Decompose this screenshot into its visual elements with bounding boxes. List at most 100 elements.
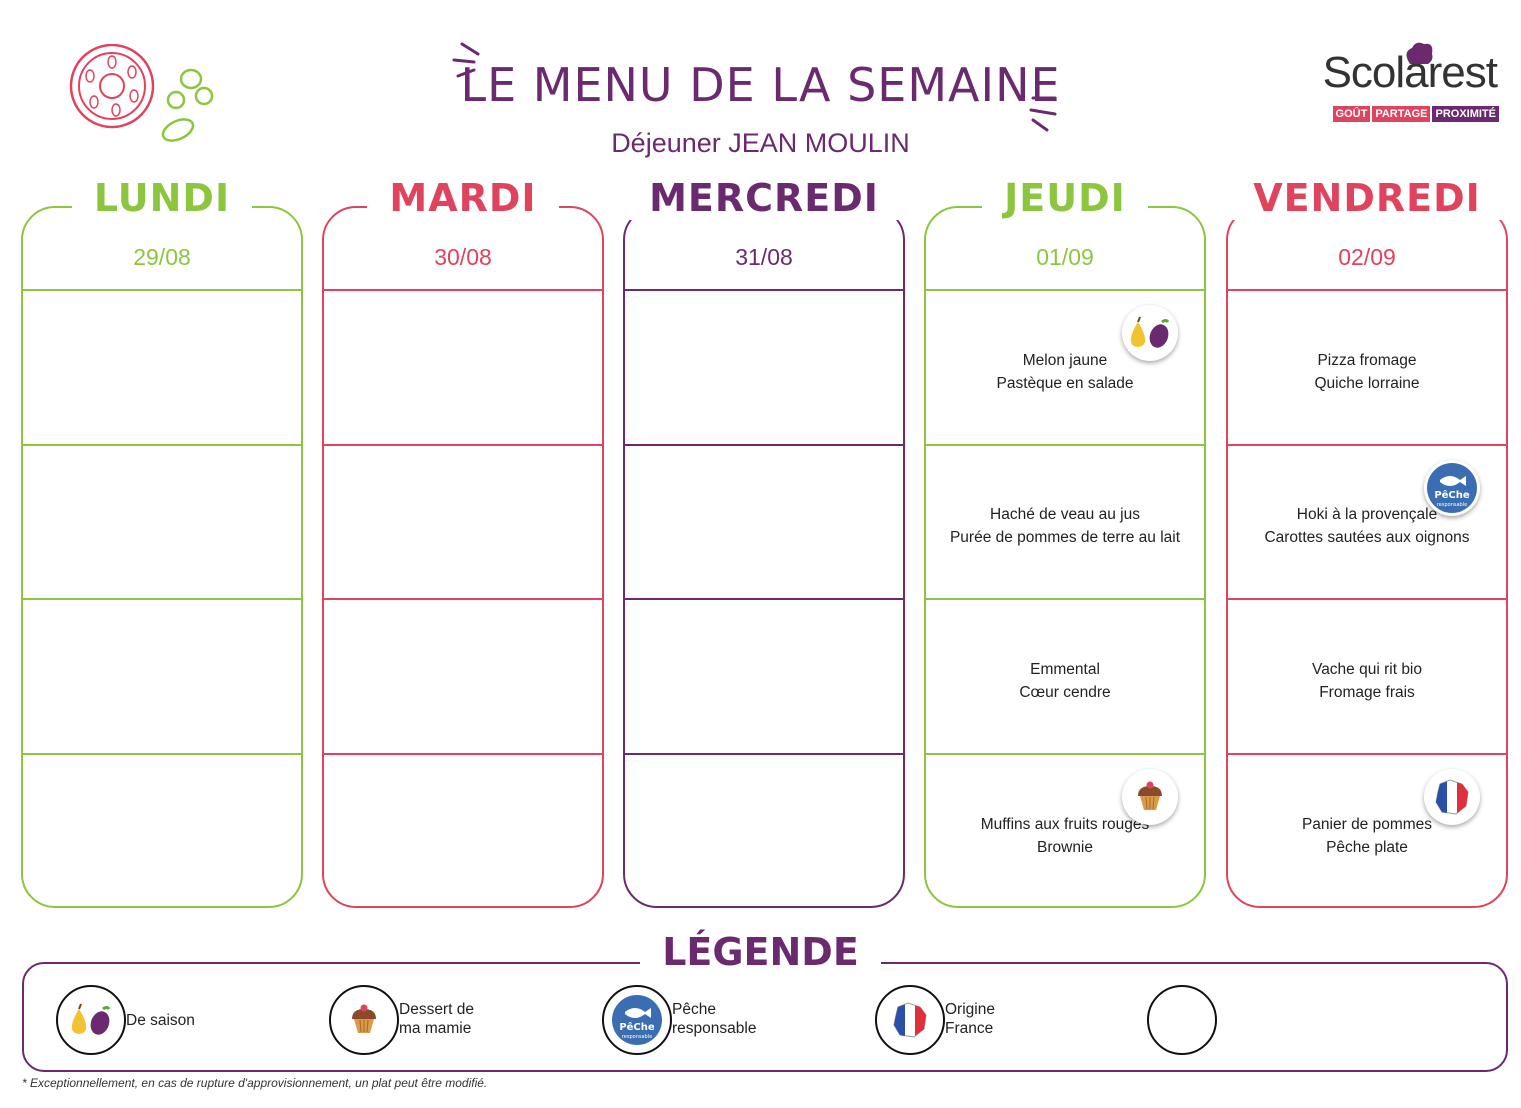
menu-cell xyxy=(625,299,903,444)
row-divider xyxy=(625,598,903,600)
dish-name: Emmental xyxy=(1030,660,1100,678)
tomato-illustration-icon xyxy=(66,43,216,149)
day-column-vendredi: VENDREDI 02/09 Pizza fromage Quiche lorrain… xyxy=(1226,176,1508,908)
day-date: 29/08 xyxy=(133,244,191,270)
dish-name: Vache qui rit bio xyxy=(1312,660,1422,678)
fish-icon: PêChe responsable xyxy=(1424,460,1480,516)
menu-cell xyxy=(23,763,301,908)
svg-text:responsable: responsable xyxy=(1437,502,1467,508)
dish-name: Pastèque en salade xyxy=(996,374,1134,392)
legend-empty-icon xyxy=(1147,985,1217,1055)
row-divider xyxy=(324,598,602,600)
day-date: 02/09 xyxy=(1338,244,1396,270)
row-divider xyxy=(324,753,602,755)
dish-name: Fromage frais xyxy=(1319,683,1415,701)
legend-label: Pêche responsable xyxy=(672,1001,757,1037)
row-divider xyxy=(926,289,1204,291)
row-divider xyxy=(23,289,301,291)
footnote: * Exceptionnellement, en cas de rupture … xyxy=(22,1076,488,1090)
dish-name: Haché de veau au jus xyxy=(990,506,1140,523)
dish-name: Melon jaune xyxy=(1022,351,1108,369)
row-divider xyxy=(625,444,903,446)
page-subtitle: Déjeuner JEAN MOULIN xyxy=(611,128,910,158)
menu-cell xyxy=(324,454,602,598)
day-date: 01/09 xyxy=(1036,244,1094,270)
tagline-2: PARTAGE xyxy=(1372,106,1431,122)
legend-label: De saison xyxy=(126,1012,195,1029)
row-divider xyxy=(1228,598,1506,600)
row-divider xyxy=(926,753,1204,755)
day-name: JEUDI xyxy=(926,176,1204,220)
day-column-lundi: LUNDI 29/08 xyxy=(21,176,303,908)
tagline-1: GOÛT xyxy=(1332,106,1371,122)
svg-text:PêChe: PêChe xyxy=(619,1021,655,1033)
row-divider xyxy=(324,444,602,446)
legend-fish-icon: PêChe responsable xyxy=(602,985,672,1055)
legend-muffin-icon xyxy=(329,985,399,1055)
menu-cell: Hoki à la provençale Carottes sautées aux… xyxy=(1228,454,1506,598)
menu-cell: Emmental Cœur cendre xyxy=(926,608,1204,753)
logo-tagline: GOÛT PARTAGE PROXIMITÉ xyxy=(1331,106,1499,122)
menu-cell xyxy=(23,299,301,444)
france-flag-icon xyxy=(1424,769,1480,825)
svg-text:responsable: responsable xyxy=(622,1034,652,1040)
menu-cell xyxy=(625,608,903,753)
legend-france-flag-icon xyxy=(875,985,945,1055)
legend-title: LÉGENDE xyxy=(0,930,1521,974)
dish-name: Quiche lorraine xyxy=(1314,374,1420,392)
menu-cell: Pizza fromage Quiche lorraine xyxy=(1228,299,1506,444)
menu-cell xyxy=(625,454,903,598)
row-divider xyxy=(1228,444,1506,446)
day-column-mercredi: MERCREDI 31/08 xyxy=(623,176,905,908)
row-divider xyxy=(23,753,301,755)
dish-name: Panier de pommes xyxy=(1301,815,1433,833)
page-title: LE MENU DE LA SEMAINE xyxy=(460,58,1061,112)
season-icon xyxy=(1122,305,1178,361)
menu-cell: Vache qui rit bio Fromage frais xyxy=(1228,608,1506,753)
row-divider xyxy=(926,444,1204,446)
sparkle-right-icon xyxy=(1025,92,1065,139)
menu-cell xyxy=(324,608,602,753)
scolarest-logo: Scolarest xyxy=(1322,48,1498,97)
tagline-3: PROXIMITÉ xyxy=(1432,106,1499,122)
row-divider xyxy=(23,598,301,600)
row-divider xyxy=(625,289,903,291)
dish-name: Pêche plate xyxy=(1326,838,1408,856)
sparkle-left-icon xyxy=(448,40,488,85)
row-divider xyxy=(324,289,602,291)
menu-cell: Melon jaune Pastèque en salade xyxy=(926,299,1204,444)
menu-cell xyxy=(324,299,602,444)
dish-name: Cœur cendre xyxy=(1019,683,1111,701)
dish-name: Carottes sautées aux oignons xyxy=(1264,529,1470,546)
row-divider xyxy=(1228,289,1506,291)
menu-cell: Panier de pommes Pêche plate xyxy=(1228,763,1506,908)
menu-cell: Haché de veau au jus Purée de pommes de t… xyxy=(926,454,1204,598)
menu-cell xyxy=(23,454,301,598)
menu-cell xyxy=(23,608,301,753)
day-column-jeudi: JEUDI 01/09 Melon jaune Pastèque en salade H… xyxy=(924,176,1206,908)
menu-cell xyxy=(625,763,903,908)
day-name: MARDI xyxy=(324,176,602,220)
muffin-icon xyxy=(1122,769,1178,825)
row-divider xyxy=(1228,753,1506,755)
legend-label: Origine France xyxy=(945,1001,995,1037)
day-name: MERCREDI xyxy=(625,176,903,220)
row-divider xyxy=(625,753,903,755)
day-column-mardi: MARDI 30/08 xyxy=(322,176,604,908)
day-date: 31/08 xyxy=(735,244,793,270)
dish-name: Brownie xyxy=(1037,838,1093,856)
chef-hat-icon xyxy=(1402,40,1438,75)
menu-cell xyxy=(324,763,602,908)
row-divider xyxy=(23,444,301,446)
row-divider xyxy=(926,598,1204,600)
day-date: 30/08 xyxy=(434,244,492,270)
legend-season-icon xyxy=(56,985,126,1055)
legend-label: Dessert de ma mamie xyxy=(399,1001,474,1037)
svg-text:PêChe: PêChe xyxy=(1434,489,1470,501)
menu-cell: Muffins aux fruits rouges Brownie xyxy=(926,763,1204,908)
legend-box xyxy=(22,962,1508,1072)
day-name: LUNDI xyxy=(23,176,301,220)
dish-name: Muffins aux fruits rouges xyxy=(980,815,1150,833)
day-name: VENDREDI xyxy=(1228,176,1506,220)
dish-name: Purée de pommes de terre au lait xyxy=(949,529,1181,546)
